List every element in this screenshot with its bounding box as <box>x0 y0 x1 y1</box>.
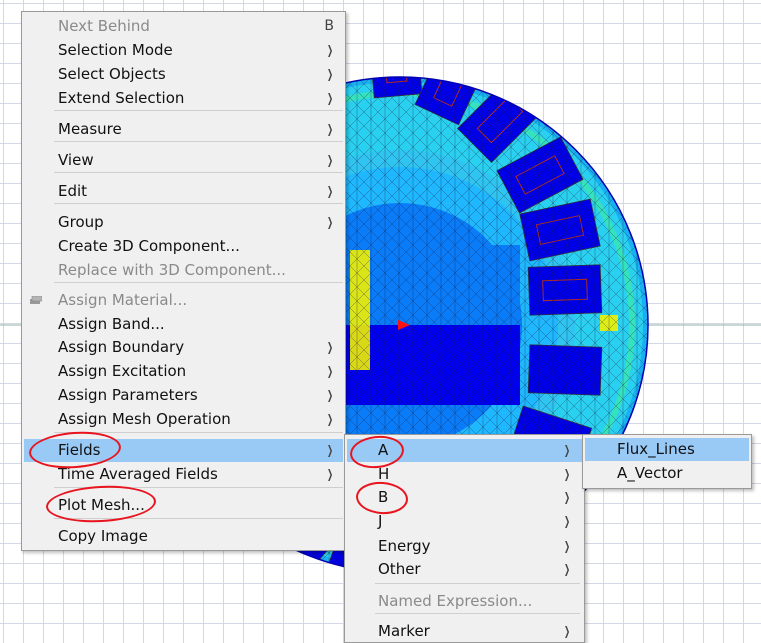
a-submenu: Flux_Lines A_Vector <box>582 434 752 489</box>
menu-item-select-objects[interactable]: Select Objects ❯ <box>24 63 343 86</box>
menu-item-label: Measure <box>58 120 122 138</box>
submenu-arrow-icon: ❯ <box>563 490 570 504</box>
menu-item-fields[interactable]: Fields ❯ <box>24 439 343 462</box>
menu-separator <box>54 110 343 111</box>
menu-item-label: Extend Selection <box>58 89 185 107</box>
menu-item-assign-band[interactable]: Assign Band... <box>24 313 343 336</box>
menu-item-label: J <box>378 512 383 530</box>
menu-item-label: Selection Mode <box>58 41 173 59</box>
menu-item-next-behind: Next Behind B <box>24 15 343 38</box>
fields-item-other[interactable]: Other ❯ <box>347 558 582 581</box>
submenu-arrow-icon: ❯ <box>326 340 333 354</box>
fields-item-b[interactable]: B ❯ <box>347 486 582 509</box>
menu-item-assign-parameters[interactable]: Assign Parameters ❯ <box>24 384 343 407</box>
menu-item-label: Group <box>58 213 104 231</box>
submenu-arrow-icon: ❯ <box>563 467 570 481</box>
menu-item-label: Assign Boundary <box>58 338 185 356</box>
submenu-arrow-icon: ❯ <box>563 562 570 576</box>
submenu-arrow-icon: ❯ <box>326 215 333 229</box>
menu-item-label: Replace with 3D Component... <box>58 261 286 279</box>
submenu-arrow-icon: ❯ <box>326 364 333 378</box>
menu-separator <box>54 203 343 204</box>
menu-item-label: Copy Image <box>58 527 148 545</box>
menu-item-assign-boundary[interactable]: Assign Boundary ❯ <box>24 336 343 359</box>
submenu-arrow-icon: ❯ <box>326 467 333 481</box>
fields-item-marker[interactable]: Marker ❯ <box>347 620 582 643</box>
menu-separator <box>54 432 343 433</box>
menu-item-label: B <box>378 488 389 506</box>
menu-item-measure[interactable]: Measure ❯ <box>24 118 343 141</box>
menu-item-label: Named Expression... <box>378 592 533 610</box>
menu-item-label: Next Behind <box>58 17 150 35</box>
fields-item-j[interactable]: J ❯ <box>347 510 582 533</box>
menu-separator <box>54 172 343 173</box>
menu-separator <box>375 613 580 614</box>
menu-item-label: Assign Band... <box>58 315 165 333</box>
submenu-arrow-icon: ❯ <box>326 412 333 426</box>
submenu-arrow-icon: ❯ <box>326 184 333 198</box>
shortcut-key: B <box>324 18 334 34</box>
menu-item-label: Edit <box>58 182 88 200</box>
menu-item-label: Other <box>378 560 421 578</box>
submenu-arrow-icon: ❯ <box>326 388 333 402</box>
menu-item-label: Assign Parameters <box>58 386 198 404</box>
menu-item-label: A <box>378 441 389 459</box>
submenu-arrow-icon: ❯ <box>326 153 333 167</box>
a-item-flux-lines[interactable]: Flux_Lines <box>585 438 749 461</box>
submenu-arrow-icon: ❯ <box>326 443 333 457</box>
menu-item-label: View <box>58 151 94 169</box>
menu-item-label: Select Objects <box>58 65 166 83</box>
menu-separator <box>54 487 343 488</box>
menu-item-label: Create 3D Component... <box>58 237 240 255</box>
menu-item-plot-mesh[interactable]: Plot Mesh... <box>24 494 343 517</box>
submenu-arrow-icon: ❯ <box>563 539 570 553</box>
menu-separator <box>375 583 580 584</box>
context-menu: Next Behind B Selection Mode ❯ Select Object… <box>21 11 346 551</box>
menu-item-label: Assign Material... <box>58 291 188 309</box>
a-item-a-vector[interactable]: A_Vector <box>585 462 749 485</box>
submenu-arrow-icon: ❯ <box>563 624 570 638</box>
submenu-arrow-icon: ❯ <box>326 43 333 57</box>
fields-item-named-expression: Named Expression... <box>347 590 582 613</box>
submenu-arrow-icon: ❯ <box>326 122 333 136</box>
menu-item-view[interactable]: View ❯ <box>24 149 343 172</box>
menu-item-time-averaged-fields[interactable]: Time Averaged Fields ❯ <box>24 463 343 486</box>
material-icon <box>30 296 42 304</box>
menu-separator <box>54 518 343 519</box>
submenu-arrow-icon: ❯ <box>563 443 570 457</box>
menu-item-selection-mode[interactable]: Selection Mode ❯ <box>24 39 343 62</box>
submenu-arrow-icon: ❯ <box>326 67 333 81</box>
menu-item-assign-material: Assign Material... <box>24 289 343 312</box>
menu-item-assign-mesh-operation[interactable]: Assign Mesh Operation ❯ <box>24 408 343 431</box>
menu-item-label: Fields <box>58 441 101 459</box>
menu-item-copy-image[interactable]: Copy Image <box>24 525 343 548</box>
menu-item-group[interactable]: Group ❯ <box>24 211 343 234</box>
menu-item-assign-excitation[interactable]: Assign Excitation ❯ <box>24 360 343 383</box>
menu-separator <box>54 282 343 283</box>
fields-submenu: A ❯ H ❯ B ❯ J ❯ Energy ❯ Other ❯ Named Expression...… <box>344 434 585 643</box>
menu-item-label: Marker <box>378 622 430 640</box>
menu-item-extend-selection[interactable]: Extend Selection ❯ <box>24 87 343 110</box>
submenu-arrow-icon: ❯ <box>563 514 570 528</box>
menu-item-replace-with-3d-component: Replace with 3D Component... <box>24 259 343 282</box>
fields-item-h[interactable]: H ❯ <box>347 463 582 486</box>
menu-item-label: Plot Mesh... <box>58 496 145 514</box>
menu-item-label: Time Averaged Fields <box>58 465 218 483</box>
submenu-arrow-icon: ❯ <box>326 91 333 105</box>
menu-separator <box>54 141 343 142</box>
menu-item-label: Energy <box>378 537 431 555</box>
menu-item-create-3d-component[interactable]: Create 3D Component... <box>24 235 343 258</box>
menu-item-label: Assign Mesh Operation <box>58 410 231 428</box>
origin-marker <box>398 320 410 330</box>
menu-item-label: Assign Excitation <box>58 362 187 380</box>
fields-item-energy[interactable]: Energy ❯ <box>347 535 582 558</box>
fields-item-a[interactable]: A ❯ <box>347 439 582 462</box>
menu-item-edit[interactable]: Edit ❯ <box>24 180 343 203</box>
menu-item-label: A_Vector <box>617 464 683 482</box>
menu-item-label: H <box>378 465 390 483</box>
menu-item-label: Flux_Lines <box>617 440 695 458</box>
